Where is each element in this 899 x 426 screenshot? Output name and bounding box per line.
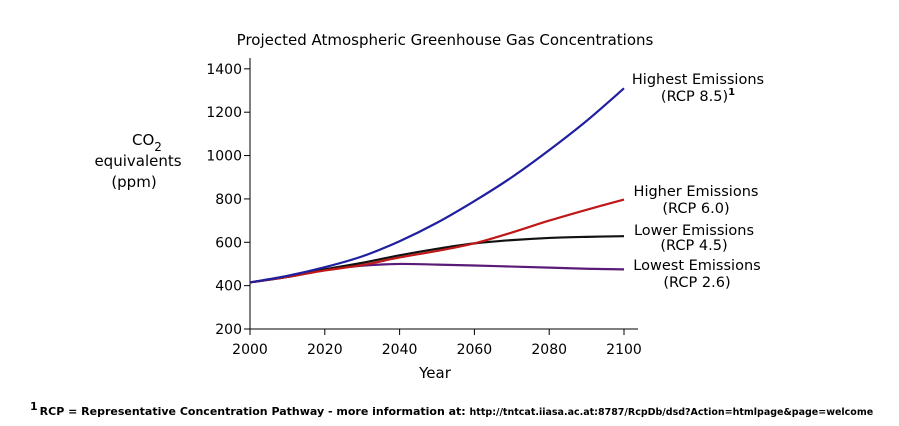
series-sublabel-rcp45: (RCP 4.5): [660, 238, 727, 254]
y-tick-label-800: 800: [215, 192, 242, 208]
svg-text:CO2: CO2: [132, 131, 162, 154]
x-tick-label-2100: 2100: [606, 342, 642, 358]
series-line-rcp45: [249, 235, 625, 284]
y-axis-label-subscript: 2: [154, 140, 162, 154]
series-lines: [249, 87, 625, 284]
y-tick-label-200: 200: [215, 322, 242, 338]
footnote-mark: 1: [30, 400, 38, 413]
series-label-rcp85: Highest Emissions: [632, 72, 764, 88]
series-label-rcp45: Lower Emissions: [634, 223, 754, 239]
chart-title: Projected Atmospheric Greenhouse Gas Con…: [237, 31, 654, 49]
y-tick-label-600: 600: [215, 235, 242, 251]
series-label-rcp26: Lowest Emissions: [633, 258, 760, 274]
y-tick-label-1200: 1200: [206, 105, 242, 121]
y-axis-label-prefix: CO: [132, 131, 154, 149]
x-tick-label-2000: 2000: [232, 342, 268, 358]
series-sublabel-rcp26: (RCP 2.6): [663, 275, 730, 291]
y-tick-label-1400: 1400: [206, 62, 242, 78]
y-tick-label-400: 400: [215, 279, 242, 295]
y-axis-label: CO2 equivalents (ppm): [94, 131, 181, 191]
series-sublabel-rcp85: (RCP 8.5)1: [661, 87, 735, 105]
series-sublabel-rcp60: (RCP 6.0): [662, 201, 729, 217]
footnote-text: RCP = Representative Concentration Pathw…: [39, 405, 466, 418]
x-tick-label-2080: 2080: [531, 342, 567, 358]
footnote-url: http://tntcat.iiasa.ac.at:8787/RcpDb/dsd…: [469, 407, 874, 418]
series-line-rcp60: [249, 198, 625, 284]
x-tick-label-2060: 2060: [457, 342, 493, 358]
axes: 200 400 600 800 1000 1200 1400 2000 2020 2040 2060…: [206, 58, 642, 358]
x-axis-label: Year: [418, 364, 452, 382]
y-axis-label-line2: equivalents: [94, 152, 181, 170]
x-tick-label-2040: 2040: [382, 342, 418, 358]
y-axis-label-line3: (ppm): [111, 173, 156, 191]
y-tick-label-1000: 1000: [206, 149, 242, 165]
series-labels: Highest Emissions(RCP 8.5)1 Higher Emissi…: [632, 72, 764, 291]
series-label-rcp60: Higher Emissions: [634, 184, 759, 200]
series-line-rcp85: [249, 87, 625, 284]
x-tick-label-2020: 2020: [307, 342, 343, 358]
footnote: 1 RCP = Representative Concentration Path…: [30, 400, 873, 418]
